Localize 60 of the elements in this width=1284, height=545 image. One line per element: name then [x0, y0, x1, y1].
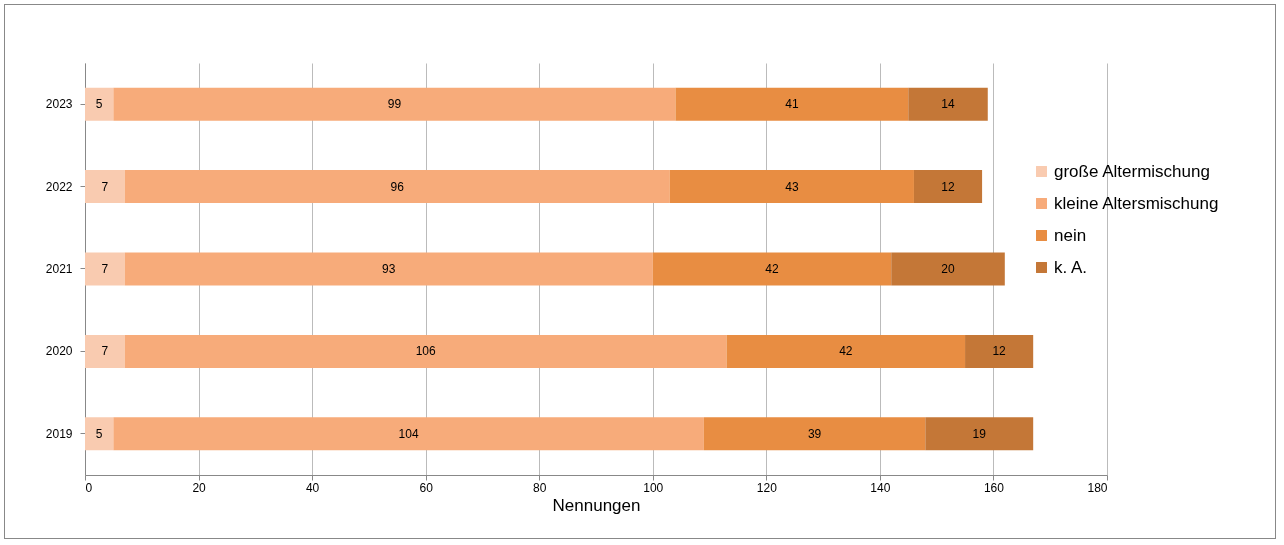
- legend-label: große Altermischung: [1054, 161, 1210, 181]
- data-label: 96: [390, 179, 405, 194]
- bar: [925, 417, 1034, 451]
- bar: [113, 87, 676, 121]
- bar: [85, 252, 125, 286]
- bar: [124, 334, 727, 368]
- data-label: 7: [101, 262, 109, 276]
- data-label: 20: [941, 262, 956, 276]
- bar: [703, 417, 926, 451]
- y-tick-label: 2020: [45, 344, 73, 359]
- data-label: 42: [765, 262, 780, 276]
- x-tick-label: 0: [85, 480, 93, 495]
- x-axis-title: Nennungen: [552, 495, 641, 515]
- y-tick-label: 2019: [45, 426, 73, 441]
- data-label: 42: [839, 344, 853, 359]
- data-label: 43: [785, 179, 799, 194]
- data-label: 41: [785, 97, 799, 112]
- bar: [908, 87, 988, 121]
- data-label: 12: [992, 344, 1007, 359]
- legend-label: kleine Altersmischung: [1054, 193, 1219, 213]
- data-label: 5: [95, 97, 103, 112]
- data-label: 39: [807, 426, 822, 441]
- bar: [669, 170, 914, 204]
- bar: [891, 252, 1005, 286]
- bar: [85, 334, 125, 368]
- data-label: 5: [95, 426, 103, 441]
- y-tick-label: 2021: [45, 262, 73, 276]
- bar: [113, 417, 704, 451]
- data-label: 12: [941, 179, 956, 194]
- data-label: 7: [101, 179, 109, 194]
- bar: [965, 334, 1034, 368]
- y-tick-label: 2023: [45, 97, 73, 112]
- data-label: 106: [415, 344, 436, 359]
- x-tick-label: 80: [533, 480, 547, 495]
- bar: [652, 252, 892, 286]
- x-tick-label: 180: [1087, 480, 1108, 495]
- data-label: 14: [941, 97, 956, 112]
- x-tick-label: 160: [983, 480, 1005, 495]
- legend-label: k. A.: [1054, 257, 1088, 277]
- data-label: 104: [398, 426, 419, 441]
- bar: [675, 87, 909, 121]
- bar: [85, 87, 114, 121]
- x-tick-label: 60: [419, 480, 434, 495]
- data-label: 7: [101, 344, 109, 359]
- x-tick-label: 100: [643, 480, 664, 495]
- x-tick-label: 140: [870, 480, 891, 495]
- bar: [85, 417, 114, 451]
- data-label: 19: [972, 426, 987, 441]
- data-label: 99: [387, 97, 402, 112]
- bar: [85, 170, 125, 204]
- bar: [726, 334, 966, 368]
- legend-label: nein: [1054, 225, 1087, 245]
- bar: [124, 170, 670, 204]
- bar: [124, 252, 653, 286]
- x-tick-label: 40: [305, 480, 320, 495]
- data-label: 93: [382, 262, 396, 276]
- x-tick-label: 20: [192, 480, 207, 495]
- bar: [913, 170, 983, 204]
- x-tick-label: 120: [756, 480, 778, 495]
- y-tick-label: 2022: [45, 179, 73, 194]
